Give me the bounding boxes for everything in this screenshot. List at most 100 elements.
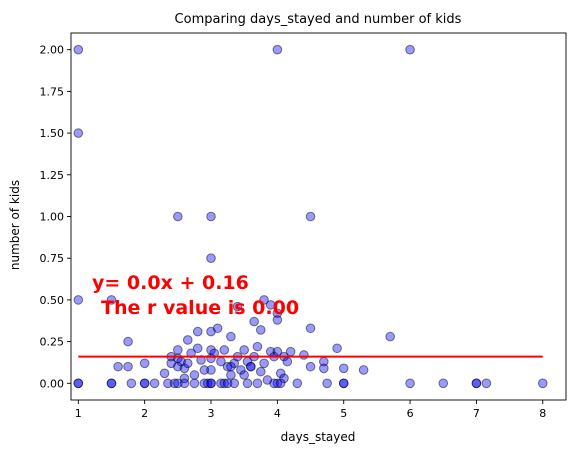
data-point xyxy=(182,358,193,369)
data-point xyxy=(275,368,286,379)
data-point xyxy=(169,378,180,389)
x-axis-label: days_stayed xyxy=(281,430,356,444)
data-point xyxy=(199,365,210,375)
data-point xyxy=(206,378,216,389)
data-point xyxy=(192,326,203,337)
x-tick-label: 6 xyxy=(407,407,414,420)
data-point xyxy=(319,363,329,374)
y-tick-label: 0.50 xyxy=(40,294,65,307)
data-point xyxy=(239,370,249,380)
data-point xyxy=(338,378,349,389)
data-point xyxy=(537,378,548,389)
data-point xyxy=(226,361,236,372)
data-point xyxy=(206,253,216,264)
data-point xyxy=(246,361,256,372)
data-point xyxy=(106,295,117,305)
data-point xyxy=(139,358,150,369)
data-point xyxy=(219,345,230,355)
x-tick-label: 4 xyxy=(274,407,281,420)
data-point xyxy=(189,378,200,389)
data-point xyxy=(179,378,190,389)
data-point xyxy=(259,295,269,305)
axes-layer: 1 2 3 4 5 6 7 8 0.00 0.25 0.50 0.75 1.00 1.25 1.50 1.75… xyxy=(40,32,567,420)
data-point xyxy=(73,295,84,305)
y-axis-label: number of kids xyxy=(8,180,22,270)
x-tick-label: 8 xyxy=(539,407,546,420)
data-point xyxy=(471,378,482,389)
data-point xyxy=(338,363,349,374)
data-point xyxy=(202,378,213,389)
data-point xyxy=(206,211,216,222)
data-point xyxy=(73,44,84,55)
data-point xyxy=(279,373,289,384)
y-tick-label: 1.75 xyxy=(40,85,65,98)
data-point xyxy=(179,363,190,374)
data-point xyxy=(106,378,117,389)
data-point xyxy=(255,366,266,377)
data-point xyxy=(272,44,283,55)
data-point xyxy=(206,365,216,375)
data-point xyxy=(252,341,263,352)
data-point xyxy=(163,378,173,389)
data-point xyxy=(481,378,492,389)
data-point xyxy=(113,361,123,372)
y-tick-label: 0.75 xyxy=(40,252,65,265)
data-point xyxy=(222,378,233,389)
data-point xyxy=(332,343,342,354)
x-tick-label: 5 xyxy=(340,407,347,420)
data-point xyxy=(159,368,170,379)
y-tick-label: 1.00 xyxy=(40,211,65,224)
r-value-label: The r value is 0.00 xyxy=(101,297,299,319)
data-point xyxy=(285,346,296,357)
x-tick-label: 1 xyxy=(75,407,82,420)
data-point xyxy=(232,301,243,312)
data-point xyxy=(73,378,84,389)
data-point xyxy=(269,378,279,389)
data-point xyxy=(149,378,160,389)
data-point xyxy=(259,358,269,369)
data-point xyxy=(123,336,133,347)
data-point xyxy=(322,378,332,389)
data-point xyxy=(179,373,190,384)
data-point xyxy=(139,378,150,389)
data-point xyxy=(272,315,283,325)
data-point xyxy=(192,343,203,354)
data-point xyxy=(405,378,415,389)
x-tick-label: 2 xyxy=(141,407,148,420)
data-point xyxy=(173,378,183,389)
data-point xyxy=(305,323,316,334)
data-point xyxy=(212,323,223,334)
data-point xyxy=(239,345,249,355)
data-point xyxy=(173,211,183,222)
x-tick-label: 7 xyxy=(473,407,480,420)
data-point xyxy=(236,365,246,375)
chart-title: Comparing days_stayed and number of kids xyxy=(175,12,462,27)
x-tick-label: 3 xyxy=(208,407,215,420)
data-point xyxy=(305,211,316,222)
data-point xyxy=(123,361,133,372)
data-point xyxy=(272,378,283,389)
data-point xyxy=(226,331,236,342)
data-point xyxy=(216,378,226,389)
data-point xyxy=(275,378,286,389)
data-point xyxy=(358,365,369,375)
data-point xyxy=(249,316,259,327)
y-tick-label: 0.00 xyxy=(40,377,65,390)
data-point xyxy=(219,378,230,389)
data-point xyxy=(292,378,303,389)
data-point xyxy=(226,370,236,380)
data-point xyxy=(265,300,276,310)
data-point xyxy=(173,345,183,355)
data-point xyxy=(299,350,309,360)
data-point xyxy=(252,378,263,389)
data-point xyxy=(282,356,293,367)
data-point xyxy=(189,370,200,380)
data-point xyxy=(182,335,193,345)
data-point xyxy=(73,128,84,138)
regression-equation: y= 0.0x + 0.16 xyxy=(92,272,249,294)
data-point xyxy=(242,378,253,389)
data-point xyxy=(385,331,395,342)
y-tick-label: 1.25 xyxy=(40,169,65,182)
data-point xyxy=(126,378,137,389)
